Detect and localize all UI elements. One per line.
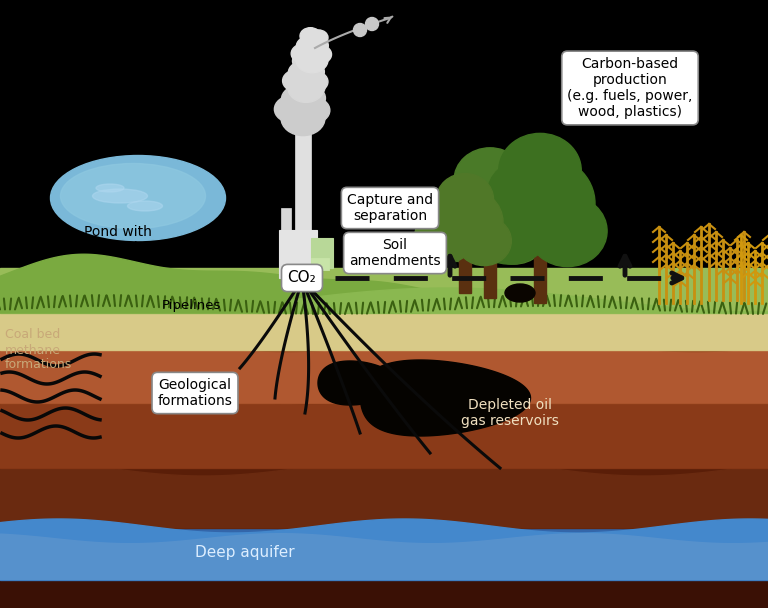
Polygon shape — [360, 360, 531, 436]
Bar — [279, 230, 317, 278]
Ellipse shape — [288, 61, 316, 84]
Ellipse shape — [505, 284, 535, 302]
Ellipse shape — [299, 61, 324, 82]
Bar — [0, 338, 768, 403]
Ellipse shape — [498, 133, 581, 207]
Ellipse shape — [61, 164, 206, 229]
Ellipse shape — [479, 202, 548, 264]
Text: Carbon-based
production
(e.g. fuels, power,
wood, plastics): Carbon-based production (e.g. fuels, pow… — [568, 57, 693, 119]
Bar — [0, 566, 768, 608]
Polygon shape — [0, 519, 768, 580]
Ellipse shape — [488, 161, 559, 225]
Text: CO₂: CO₂ — [288, 271, 316, 286]
Ellipse shape — [306, 36, 329, 55]
Ellipse shape — [274, 96, 307, 122]
Ellipse shape — [303, 54, 324, 71]
Bar — [281, 208, 291, 278]
Ellipse shape — [296, 47, 328, 73]
Ellipse shape — [298, 98, 329, 123]
Ellipse shape — [457, 216, 511, 266]
Text: Geological
formations: Geological formations — [157, 378, 233, 408]
Polygon shape — [318, 361, 398, 405]
Ellipse shape — [309, 30, 328, 45]
Ellipse shape — [309, 45, 332, 64]
Text: Pipelines: Pipelines — [162, 300, 221, 313]
Ellipse shape — [96, 184, 124, 192]
Bar — [311, 258, 329, 270]
Ellipse shape — [454, 148, 526, 213]
Ellipse shape — [291, 44, 315, 63]
Ellipse shape — [92, 189, 147, 203]
Ellipse shape — [429, 192, 478, 237]
Ellipse shape — [283, 70, 310, 92]
Polygon shape — [0, 337, 768, 403]
Ellipse shape — [293, 52, 316, 71]
Polygon shape — [0, 254, 430, 313]
Ellipse shape — [353, 24, 366, 36]
Ellipse shape — [127, 201, 163, 211]
Ellipse shape — [299, 77, 325, 98]
Ellipse shape — [485, 154, 595, 253]
Ellipse shape — [300, 28, 321, 44]
Ellipse shape — [51, 156, 226, 241]
Polygon shape — [0, 387, 768, 468]
Ellipse shape — [302, 71, 328, 92]
Text: Coal bed
methane
formations: Coal bed methane formations — [5, 328, 72, 371]
Ellipse shape — [294, 86, 326, 111]
Bar — [534, 231, 546, 303]
Ellipse shape — [442, 166, 538, 252]
Bar — [0, 390, 768, 468]
Ellipse shape — [288, 74, 324, 102]
Polygon shape — [290, 288, 768, 313]
Ellipse shape — [467, 187, 553, 264]
Text: Soil
amendments: Soil amendments — [349, 238, 441, 268]
Ellipse shape — [445, 171, 507, 227]
Bar — [311, 238, 333, 268]
Text: Capture and
separation: Capture and separation — [347, 193, 433, 223]
Bar — [295, 118, 311, 278]
Ellipse shape — [281, 86, 316, 113]
Bar — [0, 460, 768, 528]
Ellipse shape — [286, 74, 315, 97]
Bar — [484, 233, 496, 298]
Text: Depleted oil
gas reservoirs: Depleted oil gas reservoirs — [461, 398, 559, 428]
Ellipse shape — [426, 195, 501, 262]
Polygon shape — [0, 533, 768, 580]
Ellipse shape — [528, 195, 607, 267]
Bar — [0, 518, 768, 580]
Ellipse shape — [436, 173, 494, 225]
Bar — [0, 268, 768, 313]
Ellipse shape — [366, 18, 379, 30]
Text: Deep aquifer: Deep aquifer — [195, 545, 295, 561]
Ellipse shape — [415, 210, 474, 264]
Text: Pond with
bacteria: Pond with bacteria — [84, 225, 152, 255]
Bar — [0, 300, 768, 350]
Ellipse shape — [281, 100, 325, 136]
Ellipse shape — [427, 188, 503, 256]
Polygon shape — [0, 301, 768, 350]
Ellipse shape — [296, 36, 321, 57]
Bar — [459, 241, 471, 293]
Polygon shape — [0, 456, 768, 528]
